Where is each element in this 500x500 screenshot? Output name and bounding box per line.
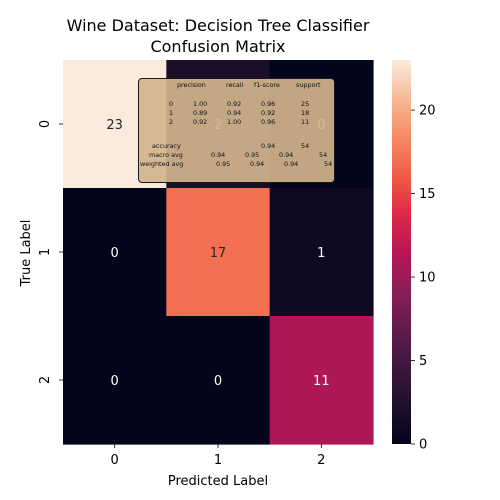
cell-value-label: 1 — [317, 246, 325, 261]
x-axis-label: Predicted Label — [168, 474, 268, 489]
cell-value-label: 17 — [210, 246, 227, 261]
report-macro-f1: 0.94 — [279, 151, 294, 159]
report-header-f1: f1-score — [254, 81, 280, 89]
report-row-label: 0 — [169, 100, 174, 108]
classification-report-box: precision recall f1-score support 0 1.00… — [138, 78, 335, 183]
report-accuracy-support: 54 — [301, 142, 310, 150]
report-support: 25 — [301, 100, 310, 108]
report-macro-support: 54 — [319, 151, 328, 159]
heatmap-cell — [166, 316, 271, 445]
y-axis-label: True Label — [19, 220, 34, 288]
report-support: 18 — [301, 109, 310, 117]
heatmap-cell — [63, 188, 167, 317]
report-row-0: 0 1.00 0.92 0.96 25 — [139, 100, 334, 109]
report-support: 11 — [301, 118, 310, 126]
report-row-2: 2 0.92 1.00 0.96 11 — [139, 118, 334, 127]
report-weighted-label: weighted avg — [140, 160, 184, 168]
cell-value-label: 0 — [214, 374, 222, 389]
cell-value-label: 23 — [106, 118, 123, 133]
report-f1: 0.96 — [261, 118, 276, 126]
report-accuracy-row: accuracy 0.94 54 — [139, 142, 334, 151]
heatmap-cell — [63, 316, 167, 445]
colorbar-tick-label: 0 — [419, 438, 427, 453]
x-tick-label: 0 — [111, 453, 119, 468]
colorbar-tick-label: 15 — [419, 187, 436, 202]
report-recall: 1.00 — [227, 118, 242, 126]
report-macro-row: macro avg 0.94 0.95 0.94 54 — [139, 151, 334, 160]
report-macro-label: macro avg — [149, 151, 183, 159]
report-weighted-f1: 0.94 — [284, 160, 299, 168]
report-macro-precision: 0.94 — [211, 151, 226, 159]
colorbar-ticks: 0 5 10 15 20 — [411, 104, 436, 453]
report-f1: 0.96 — [261, 100, 276, 108]
chart-title-line-1: Wine Dataset: Decision Tree Classifier — [67, 16, 370, 35]
chart-title-line-2: Confusion Matrix — [150, 37, 285, 56]
report-row-1: 1 0.89 0.94 0.92 18 — [139, 109, 334, 118]
report-recall: 0.92 — [227, 100, 242, 108]
x-axis-ticks: 0 1 2 — [111, 444, 325, 468]
report-recall: 0.94 — [227, 109, 242, 117]
x-tick-label: 2 — [317, 453, 325, 468]
report-weighted-support: 54 — [324, 160, 333, 168]
report-header-precision: precision — [177, 81, 206, 89]
report-accuracy-f1: 0.94 — [261, 142, 276, 150]
heatmap-cell — [269, 188, 374, 317]
y-tick-label: 0 — [38, 120, 53, 128]
report-macro-recall: 0.95 — [245, 151, 260, 159]
colorbar — [392, 60, 411, 444]
cell-value-label: 0 — [111, 246, 119, 261]
report-row-label: 2 — [169, 118, 174, 126]
y-tick-label: 1 — [38, 248, 53, 256]
report-header-recall: recall — [226, 81, 244, 89]
y-axis-ticks: 0 1 2 — [38, 120, 63, 384]
report-precision: 0.89 — [193, 109, 208, 117]
y-tick-label: 2 — [38, 376, 53, 384]
report-precision: 0.92 — [193, 118, 208, 126]
report-weighted-recall: 0.94 — [250, 160, 265, 168]
report-weighted-row: weighted avg 0.95 0.94 0.94 54 — [139, 160, 334, 169]
report-f1: 0.92 — [261, 109, 276, 117]
colorbar-tick-label: 20 — [419, 104, 436, 119]
heatmap-cell — [269, 316, 374, 445]
report-precision: 1.00 — [193, 100, 208, 108]
cell-value-label: 11 — [313, 374, 330, 389]
colorbar-tick-label: 10 — [419, 271, 436, 286]
x-tick-label: 1 — [214, 453, 222, 468]
cell-value-label: 0 — [111, 374, 119, 389]
heatmap-cell — [166, 188, 271, 317]
report-accuracy-label: accuracy — [152, 142, 181, 150]
report-header-row: precision recall f1-score support — [139, 81, 334, 90]
report-header-support: support — [296, 81, 321, 89]
report-weighted-precision: 0.95 — [216, 160, 231, 168]
report-row-label: 1 — [169, 109, 174, 117]
colorbar-tick-label: 5 — [419, 354, 427, 369]
